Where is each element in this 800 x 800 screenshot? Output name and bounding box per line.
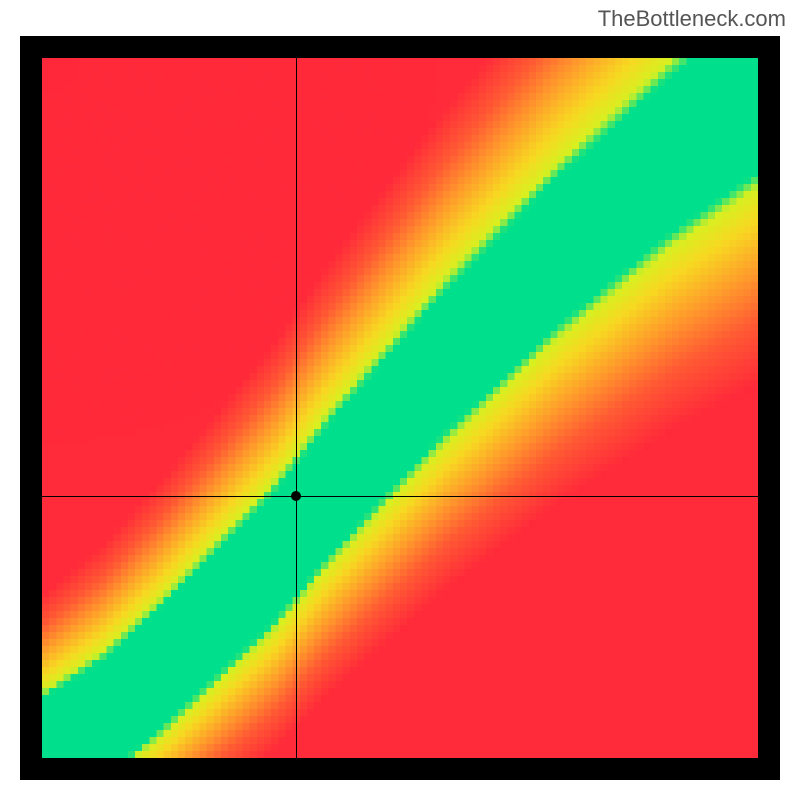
chart-frame — [20, 36, 780, 780]
plot-area — [42, 58, 758, 758]
crosshair-horizontal — [42, 496, 758, 497]
heatmap-canvas — [42, 58, 758, 758]
crosshair-vertical — [296, 58, 297, 758]
crosshair-marker-dot — [291, 491, 301, 501]
container: TheBottleneck.com — [0, 0, 800, 800]
watermark-text: TheBottleneck.com — [598, 6, 786, 32]
